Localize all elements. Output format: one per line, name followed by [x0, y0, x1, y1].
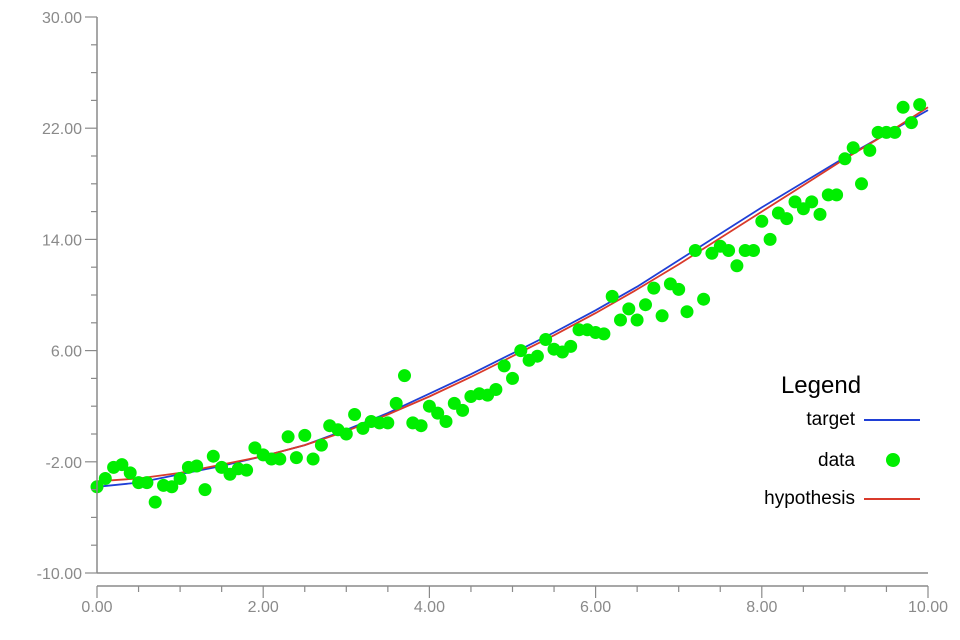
data-point	[414, 419, 428, 433]
data-point	[314, 438, 328, 452]
data-point	[115, 458, 129, 472]
data-point	[846, 141, 860, 155]
data-point	[281, 430, 295, 444]
data-point	[497, 359, 511, 373]
data-point	[123, 466, 137, 480]
data-point	[605, 289, 619, 303]
y-tick-label: 30.00	[42, 10, 82, 27]
data-point	[896, 100, 910, 114]
legend-label-target: target	[806, 409, 855, 430]
data-point	[206, 449, 220, 463]
series-lines	[96, 106, 929, 488]
data-point	[830, 188, 844, 202]
data-point	[398, 369, 411, 383]
data-point	[431, 406, 445, 420]
y-ticks: -10.00 -2.00 6.00 14.00 22.00 30.00	[37, 10, 97, 583]
legend-title: Legend	[781, 372, 861, 399]
x-tick-label: 8.00	[746, 599, 777, 616]
data-point	[647, 281, 661, 295]
data-point	[838, 152, 852, 166]
data-point	[456, 403, 470, 417]
data-point	[755, 214, 769, 228]
data-point	[273, 452, 287, 466]
y-tick-label: 22.00	[42, 121, 82, 138]
data-point	[672, 282, 686, 296]
x-tick-label: 0.00	[81, 599, 112, 616]
legend-marker-data	[886, 453, 900, 467]
data-point	[140, 476, 154, 490]
legend-label-data: data	[818, 450, 855, 471]
legend-label-hypothesis: hypothesis	[764, 488, 855, 509]
x-tick-label: 10.00	[908, 599, 948, 616]
data-point	[298, 428, 312, 442]
x-ticks: 0.00 2.00 4.00 6.00 8.00 10.00	[81, 586, 948, 616]
data-point	[688, 244, 702, 257]
data-point	[655, 309, 669, 323]
data-point	[630, 313, 644, 327]
y-tick-label: -2.00	[46, 455, 83, 472]
series-line-target	[96, 109, 929, 488]
data-point	[506, 371, 519, 385]
x-tick-label: 4.00	[414, 599, 445, 616]
data-point	[564, 339, 578, 353]
data-point	[339, 427, 353, 441]
data-point	[680, 305, 694, 319]
data-point	[381, 416, 395, 430]
data-point	[514, 344, 528, 358]
data-point	[173, 472, 187, 485]
data-point	[697, 292, 711, 306]
data-point	[722, 244, 736, 257]
data-point	[165, 480, 179, 494]
data-point	[539, 333, 553, 346]
data-point	[148, 495, 162, 509]
x-tick-label: 6.00	[580, 599, 611, 616]
data-point	[530, 349, 544, 363]
data-point	[597, 327, 611, 341]
data-point	[730, 259, 744, 273]
data-point	[306, 452, 320, 466]
data-point	[198, 483, 212, 497]
data-point	[639, 298, 652, 312]
y-tick-label: 14.00	[42, 232, 82, 249]
y-tick-label: 6.00	[51, 344, 82, 361]
data-point	[614, 313, 627, 327]
legend: Legend target data hypothesis	[764, 372, 920, 509]
x-tick-label: 2.00	[248, 599, 279, 616]
data-point	[622, 302, 636, 316]
data-point	[98, 472, 112, 485]
data-point	[813, 207, 827, 221]
y-tick-label: -10.00	[37, 566, 82, 583]
data-point	[747, 244, 760, 257]
data-point	[348, 408, 362, 421]
data-point	[780, 212, 794, 226]
data-point	[240, 463, 254, 477]
data-point	[913, 98, 927, 112]
data-point	[855, 177, 868, 191]
data-point	[439, 415, 453, 428]
data-point	[904, 116, 918, 130]
data-point	[763, 232, 777, 246]
series-line-hypothesis	[96, 106, 929, 483]
data-point	[805, 195, 819, 209]
data-point	[190, 459, 204, 473]
data-point	[289, 451, 303, 465]
data-point	[389, 396, 403, 410]
data-point	[888, 125, 902, 139]
data-point	[863, 143, 877, 157]
data-point	[489, 383, 503, 396]
data-points	[90, 98, 927, 509]
